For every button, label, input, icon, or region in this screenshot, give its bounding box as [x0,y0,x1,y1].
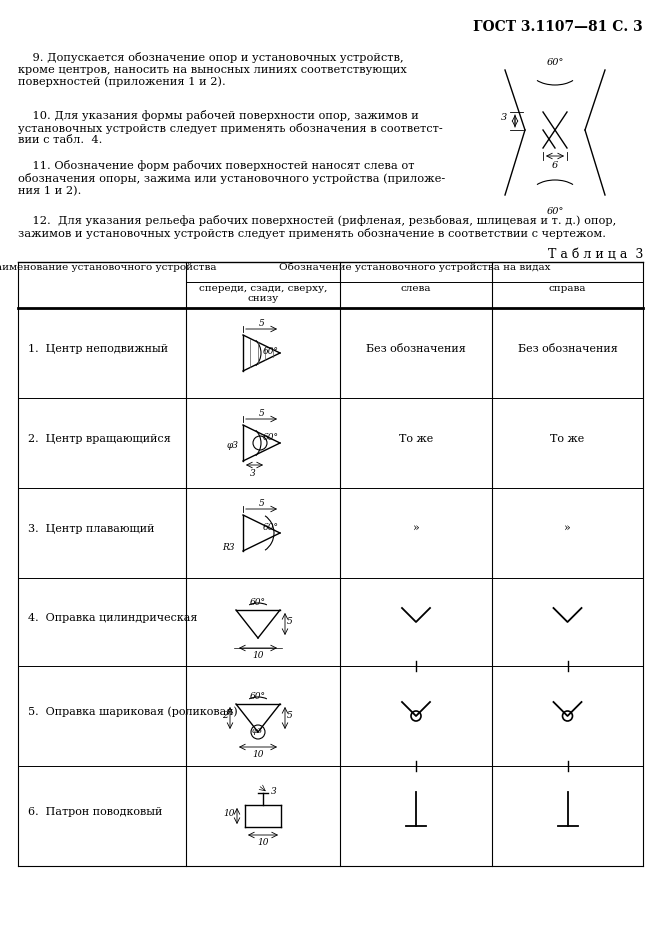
Text: 60°: 60° [263,346,279,356]
Text: То же: То же [399,434,433,444]
Text: 3: 3 [271,787,277,797]
Text: 60°: 60° [263,433,279,443]
Text: 60°: 60° [250,598,266,607]
Text: Т а б л и ц а  3: Т а б л и ц а 3 [547,248,643,261]
Text: »: » [412,524,419,534]
Text: спереди, сзади, сверху,
снизу: спереди, сзади, сверху, снизу [199,284,327,303]
Text: 12.  Для указания рельефа рабочих поверхностей (рифленая, резьбовая, шлицевая и : 12. Для указания рельефа рабочих поверхн… [18,215,616,239]
Text: φ3: φ3 [251,727,262,735]
Text: 60°: 60° [546,58,564,67]
Text: 10: 10 [253,750,264,759]
Text: 10. Для указания формы рабочей поверхности опор, зажимов и
установочных устройст: 10. Для указания формы рабочей поверхнос… [18,110,443,145]
Text: 10: 10 [257,838,269,847]
Text: 60°: 60° [546,207,564,216]
Text: справа: справа [549,284,586,293]
Text: Наименование установочного устройства: Наименование установочного устройства [0,263,217,272]
Text: 10: 10 [223,809,235,817]
Text: 60°: 60° [263,523,279,533]
Text: R3: R3 [223,543,235,551]
Text: 9. Допускается обозначение опор и установочных устройств,
кроме центров, наносит: 9. Допускается обозначение опор и устано… [18,52,407,87]
Text: »: » [564,524,571,534]
Text: 5: 5 [258,409,264,418]
Text: φ3: φ3 [227,441,239,449]
Text: 3: 3 [250,469,255,478]
Text: 1.  Центр неподвижный: 1. Центр неподвижный [28,344,168,354]
Text: 3: 3 [501,113,507,123]
Text: 11. Обозначение форм рабочих поверхностей наносят слева от
обозначения опоры, за: 11. Обозначение форм рабочих поверхносте… [18,160,446,196]
Text: 5: 5 [287,617,293,625]
Text: 5: 5 [258,319,264,328]
Text: 10: 10 [253,651,264,660]
Text: ГОСТ 3.1107—81 С. 3: ГОСТ 3.1107—81 С. 3 [473,20,643,34]
Text: 6: 6 [552,161,558,170]
Text: 6.  Патрон поводковый: 6. Патрон поводковый [28,807,163,817]
Text: 2.  Центр вращающийся: 2. Центр вращающийся [28,434,171,444]
Text: 2: 2 [222,710,228,720]
Text: 5: 5 [287,710,293,720]
Text: Без обозначения: Без обозначения [366,344,466,354]
Text: слева: слева [401,284,431,293]
Text: 60°: 60° [250,692,266,701]
Text: То же: То же [551,434,584,444]
Text: 5: 5 [258,499,264,508]
Text: 4.  Оправка цилиндрическая: 4. Оправка цилиндрическая [28,613,198,623]
Text: 3.  Центр плавающий: 3. Центр плавающий [28,524,155,534]
Text: Без обозначения: Без обозначения [518,344,617,354]
Text: 5.  Оправка шариковая (роликовая): 5. Оправка шариковая (роликовая) [28,707,237,717]
Text: Обозначение установочного устройства на видах: Обозначение установочного устройства на … [279,263,550,272]
